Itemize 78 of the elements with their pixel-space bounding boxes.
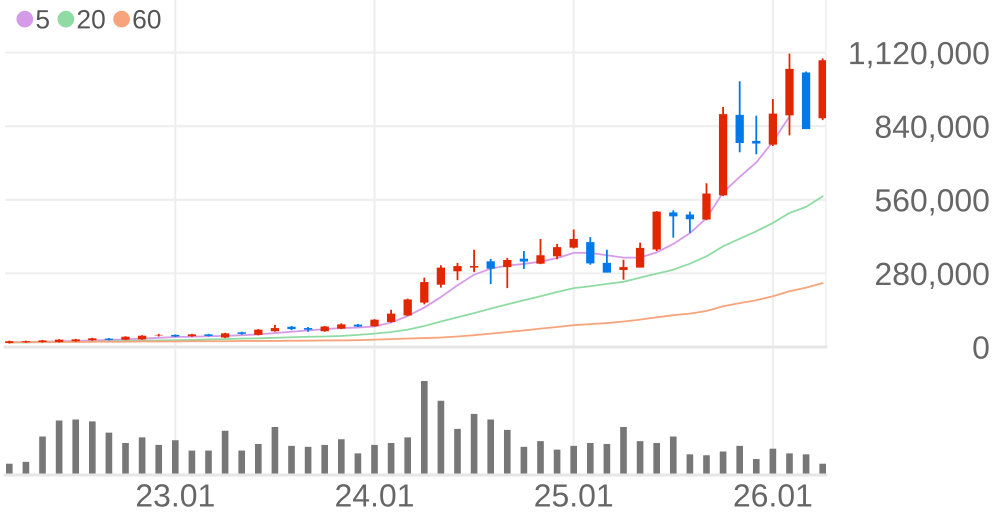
bar bbox=[604, 444, 610, 475]
bar bbox=[554, 450, 560, 475]
bar bbox=[88, 421, 96, 475]
bar bbox=[786, 453, 793, 475]
bar bbox=[470, 414, 478, 475]
bar bbox=[122, 443, 129, 475]
y-tick-label: 0 bbox=[973, 336, 989, 359]
bar bbox=[653, 443, 660, 475]
bar bbox=[504, 430, 511, 475]
bar bbox=[770, 448, 776, 475]
bar bbox=[720, 451, 726, 475]
bar bbox=[254, 444, 262, 475]
bar bbox=[321, 444, 328, 475]
bar bbox=[354, 453, 362, 475]
bar bbox=[371, 444, 378, 475]
bar bbox=[138, 437, 146, 475]
y-tick-label: 840,000 bbox=[876, 115, 989, 142]
bar bbox=[272, 427, 278, 475]
line-series bbox=[8, 195, 824, 344]
candlestick bbox=[470, 248, 478, 273]
bar bbox=[636, 441, 644, 475]
bar bbox=[520, 446, 528, 475]
candlestick bbox=[570, 228, 578, 250]
x-tick-label: 23.01 bbox=[136, 484, 214, 507]
candlestick bbox=[686, 210, 694, 234]
bar bbox=[238, 450, 246, 475]
candlestick bbox=[552, 243, 562, 260]
x-tick-label: 26.01 bbox=[734, 484, 812, 507]
legend-label: 60 bbox=[133, 10, 160, 29]
bar bbox=[56, 420, 62, 475]
bar bbox=[670, 436, 677, 475]
bar bbox=[404, 437, 412, 475]
bar bbox=[172, 440, 179, 475]
candlestick bbox=[503, 256, 512, 290]
candlestick bbox=[404, 298, 412, 317]
bar bbox=[703, 455, 710, 475]
bar bbox=[620, 427, 627, 475]
bar bbox=[802, 454, 810, 475]
bar bbox=[570, 446, 578, 475]
candlestick bbox=[436, 264, 446, 288]
bar bbox=[438, 400, 444, 475]
bar bbox=[420, 380, 428, 475]
candlestick bbox=[486, 258, 495, 286]
bar bbox=[686, 454, 694, 475]
x-tick-label: 25.01 bbox=[535, 484, 612, 507]
bar bbox=[39, 436, 46, 475]
candlestick bbox=[636, 242, 644, 269]
candlestick bbox=[420, 276, 428, 306]
candlestick bbox=[520, 250, 528, 270]
bar bbox=[222, 430, 228, 475]
bar bbox=[338, 439, 345, 475]
bar bbox=[487, 420, 494, 475]
bar bbox=[304, 446, 312, 475]
candlestick bbox=[386, 308, 396, 324]
y-tick-label: 1,120,000 bbox=[850, 42, 989, 68]
bar bbox=[586, 443, 594, 475]
bar bbox=[72, 420, 80, 475]
bar bbox=[155, 444, 162, 475]
bar bbox=[454, 428, 461, 475]
legend-label: 20 bbox=[78, 10, 105, 29]
y-tick-label: 560,000 bbox=[876, 189, 989, 216]
bar bbox=[288, 446, 295, 475]
bar bbox=[205, 450, 212, 475]
candlestick bbox=[536, 238, 545, 266]
legend-label: 5 bbox=[36, 10, 49, 29]
candlestick bbox=[602, 248, 612, 274]
candlestick bbox=[586, 236, 594, 266]
bar bbox=[188, 450, 196, 475]
candlestick bbox=[453, 262, 462, 282]
x-tick-label: 24.01 bbox=[336, 484, 413, 507]
bar bbox=[736, 446, 744, 475]
bar bbox=[537, 441, 544, 475]
candlestick bbox=[669, 209, 678, 239]
y-tick-label: 280,000 bbox=[876, 262, 989, 290]
bar bbox=[388, 443, 394, 475]
candlestick bbox=[619, 258, 628, 281]
bar bbox=[106, 432, 112, 475]
candlestick bbox=[752, 114, 760, 156]
